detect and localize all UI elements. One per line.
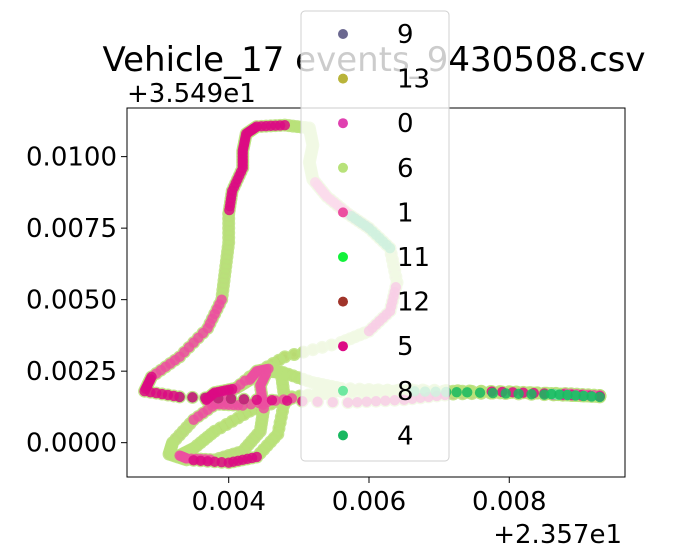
- legend-marker-9: [338, 29, 348, 39]
- data-point: [188, 455, 199, 466]
- legend-label-9: 9: [397, 20, 414, 50]
- data-point: [174, 391, 185, 403]
- legend-marker-6: [338, 162, 348, 173]
- legend-marker-12: [338, 296, 348, 307]
- legend-label-13: 13: [397, 65, 430, 95]
- data-point: [187, 392, 198, 403]
- legend-label-6: 6: [397, 154, 414, 184]
- data-point: [200, 392, 211, 404]
- legend-label-4: 4: [397, 421, 414, 451]
- data-point: [451, 386, 462, 398]
- legend-label-8: 8: [397, 377, 414, 407]
- data-point: [239, 375, 251, 386]
- legend-box: [300, 10, 450, 462]
- data-point: [500, 388, 511, 399]
- data-point: [251, 394, 262, 405]
- data-point: [487, 387, 499, 399]
- data-point: [586, 391, 597, 402]
- y-tick-label: 0.0075: [26, 214, 117, 244]
- data-point: [570, 390, 581, 401]
- data-point: [260, 368, 272, 379]
- x-tick-label: 0.006: [332, 487, 406, 517]
- y-tick-label: 0.0000: [26, 429, 117, 459]
- legend-marker-8: [338, 385, 348, 396]
- data-point: [513, 388, 524, 400]
- data-point: [212, 393, 224, 404]
- legend-marker-0: [338, 118, 348, 129]
- legend-marker-13: [338, 73, 348, 84]
- data-point: [474, 387, 486, 398]
- data-point: [594, 391, 605, 403]
- legend-label-0: 0: [397, 109, 414, 139]
- x-tick-label: 0.008: [472, 487, 546, 517]
- legend-label-1: 1: [397, 198, 414, 228]
- y-axis-offset-label: +3.549e1: [127, 79, 256, 109]
- data-point: [238, 394, 250, 405]
- data-point: [266, 395, 278, 406]
- data-point: [554, 389, 565, 400]
- x-axis-offset-label: +2.357e1: [493, 520, 622, 550]
- data-point: [578, 390, 589, 402]
- legend-marker-11: [338, 252, 348, 262]
- data-point: [224, 204, 235, 216]
- y-tick-label: 0.0050: [26, 286, 117, 316]
- legend-marker-5: [338, 341, 348, 352]
- data-point: [526, 389, 537, 400]
- y-axis: 0.0000 0.0025 0.0050 0.0075 0.0100: [26, 143, 127, 459]
- x-tick-label: 0.004: [191, 487, 265, 517]
- legend-label-5: 5: [397, 332, 414, 362]
- data-point: [225, 393, 237, 405]
- data-point: [562, 389, 573, 401]
- y-tick-label: 0.0025: [26, 357, 117, 387]
- x-axis: 0.004 0.006 0.008: [191, 477, 546, 517]
- data-point: [227, 383, 238, 395]
- data-point: [281, 395, 293, 406]
- legend-label-11: 11: [397, 243, 430, 273]
- legend-marker-1: [338, 207, 348, 218]
- y-tick-label: 0.0100: [26, 143, 117, 173]
- data-point: [461, 387, 473, 398]
- legend-label-12: 12: [397, 288, 430, 318]
- legend-marker-4: [338, 430, 348, 441]
- data-point: [546, 388, 557, 400]
